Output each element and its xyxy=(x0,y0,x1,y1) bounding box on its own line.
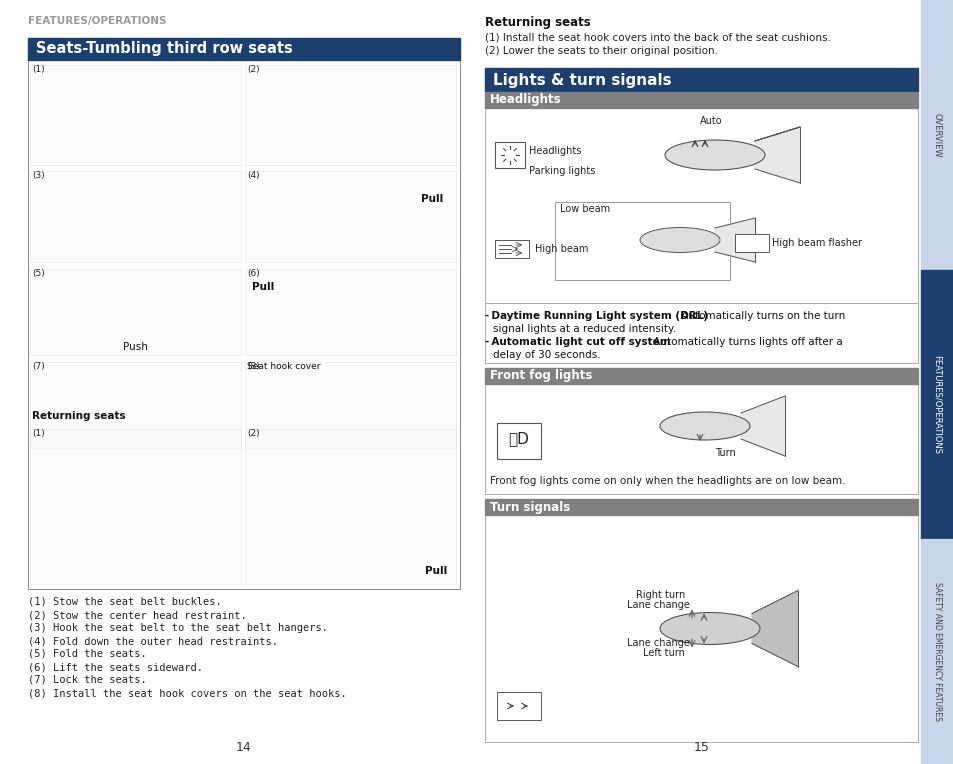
Bar xyxy=(30,362,241,448)
Bar xyxy=(245,269,456,355)
Bar xyxy=(495,240,529,258)
Text: Turn signals: Turn signals xyxy=(490,500,570,513)
Bar xyxy=(245,65,456,165)
Ellipse shape xyxy=(639,228,720,252)
Ellipse shape xyxy=(664,140,764,170)
Bar xyxy=(555,202,729,280)
Bar xyxy=(920,539,953,764)
Polygon shape xyxy=(751,591,797,666)
Bar xyxy=(245,429,456,584)
Text: FEATURES/OPERATIONS: FEATURES/OPERATIONS xyxy=(28,16,167,26)
Bar xyxy=(734,234,768,252)
Text: (1): (1) xyxy=(32,429,45,438)
Polygon shape xyxy=(714,218,754,262)
Text: signal lights at a reduced intensity.: signal lights at a reduced intensity. xyxy=(493,324,676,334)
Text: (1) Install the seat hook covers into the back of the seat cushions.: (1) Install the seat hook covers into th… xyxy=(484,32,830,42)
Bar xyxy=(495,142,524,168)
Text: Automatically turns lights off after a: Automatically turns lights off after a xyxy=(649,337,841,347)
Bar xyxy=(484,368,917,384)
Text: (6) Lift the seats sideward.: (6) Lift the seats sideward. xyxy=(28,662,203,672)
Bar xyxy=(30,429,241,584)
Bar xyxy=(497,692,540,720)
Text: (1): (1) xyxy=(32,65,45,74)
Text: (2) Stow the center head restraint.: (2) Stow the center head restraint. xyxy=(28,610,247,620)
Ellipse shape xyxy=(659,412,749,440)
Text: ⽐D: ⽐D xyxy=(508,432,529,446)
Text: Pull: Pull xyxy=(420,194,442,204)
Bar xyxy=(245,362,456,448)
Text: (2) Lower the seats to their original position.: (2) Lower the seats to their original po… xyxy=(484,46,718,56)
Text: Auto: Auto xyxy=(700,116,721,126)
Ellipse shape xyxy=(659,613,760,645)
Text: Automatically turns on the turn: Automatically turns on the turn xyxy=(678,311,844,321)
Text: (3) Hook the seat belt to the seat belt hangers.: (3) Hook the seat belt to the seat belt … xyxy=(28,623,328,633)
Bar xyxy=(920,0,953,270)
Text: OVERVIEW: OVERVIEW xyxy=(932,112,941,157)
Bar xyxy=(497,423,540,459)
Text: (7) Lock the seats.: (7) Lock the seats. xyxy=(28,675,147,685)
Text: Seat hook cover: Seat hook cover xyxy=(247,362,320,371)
Text: Headlights: Headlights xyxy=(529,146,580,156)
Bar xyxy=(28,60,459,589)
Text: Seats-Tumbling third row seats: Seats-Tumbling third row seats xyxy=(36,41,293,57)
Text: (5) Fold the seats.: (5) Fold the seats. xyxy=(28,649,147,659)
Text: High beam: High beam xyxy=(535,244,588,254)
Text: High beam flasher: High beam flasher xyxy=(771,238,862,248)
Bar xyxy=(245,171,456,262)
Text: Pull: Pull xyxy=(424,566,447,576)
Bar xyxy=(484,108,917,303)
Text: (4) Fold down the outer head restraints.: (4) Fold down the outer head restraints. xyxy=(28,636,277,646)
Bar xyxy=(484,68,917,92)
Text: Front fog lights: Front fog lights xyxy=(490,370,592,383)
Text: Lights & turn signals: Lights & turn signals xyxy=(493,73,671,88)
Bar xyxy=(484,92,917,108)
Text: Lane change: Lane change xyxy=(626,601,689,610)
Text: Push: Push xyxy=(123,342,148,352)
Text: Returning seats: Returning seats xyxy=(32,411,126,421)
Text: (2): (2) xyxy=(247,65,259,74)
Text: - Automatic light cut off system: - Automatic light cut off system xyxy=(484,337,670,347)
Text: Left turn: Left turn xyxy=(642,649,684,659)
Text: (3): (3) xyxy=(32,171,45,180)
Text: Front fog lights come on only when the headlights are on low beam.: Front fog lights come on only when the h… xyxy=(490,476,844,486)
Text: (5): (5) xyxy=(32,269,45,278)
Text: (8) Install the seat hook covers on the seat hooks.: (8) Install the seat hook covers on the … xyxy=(28,688,346,698)
Text: FEATURES/OPERATIONS: FEATURES/OPERATIONS xyxy=(932,355,941,454)
Bar xyxy=(484,384,917,494)
Text: (6): (6) xyxy=(247,269,259,278)
Text: Pull: Pull xyxy=(252,282,274,292)
Bar xyxy=(484,303,917,363)
Text: Headlights: Headlights xyxy=(490,93,561,106)
Text: (1) Stow the seat belt buckles.: (1) Stow the seat belt buckles. xyxy=(28,597,221,607)
Text: Turn: Turn xyxy=(714,448,735,458)
Text: 14: 14 xyxy=(236,741,252,754)
Text: Right turn: Right turn xyxy=(635,591,684,601)
Bar xyxy=(484,515,917,742)
Text: 15: 15 xyxy=(693,741,709,754)
Text: (7): (7) xyxy=(32,362,45,371)
Bar xyxy=(30,65,241,165)
Text: Lane change: Lane change xyxy=(626,639,689,649)
Text: delay of 30 seconds.: delay of 30 seconds. xyxy=(493,350,600,360)
Text: Returning seats: Returning seats xyxy=(484,16,590,29)
Text: - Daytime Running Light system (DRL): - Daytime Running Light system (DRL) xyxy=(484,311,707,321)
Text: Low beam: Low beam xyxy=(559,204,610,214)
Bar xyxy=(28,38,459,60)
Text: (8): (8) xyxy=(247,362,259,371)
Bar xyxy=(920,270,953,539)
Bar xyxy=(484,499,917,515)
Text: (2): (2) xyxy=(247,429,259,438)
Text: (4): (4) xyxy=(247,171,259,180)
Bar xyxy=(30,171,241,262)
Bar xyxy=(30,269,241,355)
Text: Parking lights: Parking lights xyxy=(529,166,595,176)
Polygon shape xyxy=(754,127,800,183)
Polygon shape xyxy=(740,396,784,456)
Text: SAFETY AND EMERGENCY FEATURES: SAFETY AND EMERGENCY FEATURES xyxy=(932,582,941,721)
